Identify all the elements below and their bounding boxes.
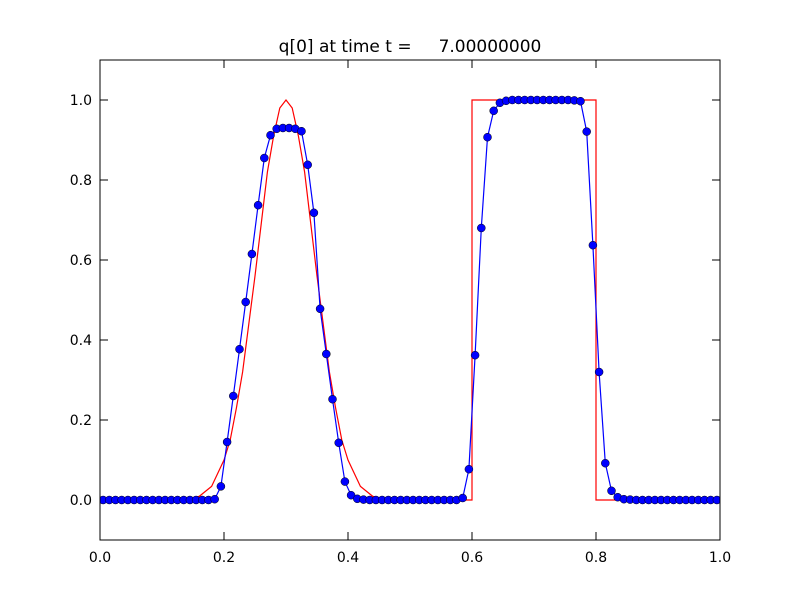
plot-frame: [99, 59, 721, 541]
data-point: [340, 477, 350, 486]
data-point: [241, 297, 250, 307]
data-point: [470, 350, 480, 360]
data-point: [334, 438, 343, 448]
x-tick-label: 0.2: [213, 550, 235, 566]
y-tick-label: 0.0: [70, 493, 92, 509]
data-point: [464, 464, 474, 474]
y-tick-label: 0.6: [70, 253, 92, 269]
data-point: [489, 106, 498, 116]
data-point: [210, 494, 219, 504]
x-tick-label: 0.8: [585, 550, 607, 566]
data-point: [222, 437, 232, 447]
x-tick-label: 0.6: [461, 550, 483, 566]
data-point: [297, 126, 306, 136]
data-point: [229, 391, 238, 401]
data-point: [315, 304, 325, 314]
data-point: [594, 367, 604, 377]
data-point: [247, 249, 257, 259]
y-tick-label: 0.2: [70, 413, 92, 429]
data-point: [303, 160, 312, 170]
x-tick-label: 1.0: [709, 550, 731, 566]
data-point: [477, 223, 486, 233]
data-point: [712, 495, 720, 505]
data-point: [216, 482, 226, 491]
chart-title: q[0] at time t = 7.00000000: [279, 37, 542, 57]
data-point: [588, 240, 598, 250]
data-point: [235, 344, 244, 354]
x-tick-label: 0.0: [89, 550, 111, 566]
data-point: [483, 132, 492, 142]
data-point: [601, 458, 610, 468]
data-point: [309, 208, 319, 218]
data-point: [458, 493, 467, 503]
data-point: [582, 127, 591, 136]
data-point: [266, 130, 275, 140]
data-point: [328, 394, 337, 404]
data-point: [576, 96, 585, 106]
y-tick-label: 1.0: [70, 93, 92, 109]
data-point: [260, 153, 269, 163]
y-tick-label: 0.4: [70, 333, 92, 349]
y-tick-label: 0.8: [70, 173, 92, 189]
data-point: [607, 486, 616, 496]
x-tick-label: 0.4: [337, 550, 359, 566]
data-point: [322, 349, 331, 359]
series-layer: [100, 95, 720, 505]
axis-tick-labels: 0.0 0.2 0.4 0.6 0.8 1.0 0.0 0.2 0.4 0.6 0.8 1.0: [70, 93, 731, 566]
data-point: [253, 200, 263, 210]
